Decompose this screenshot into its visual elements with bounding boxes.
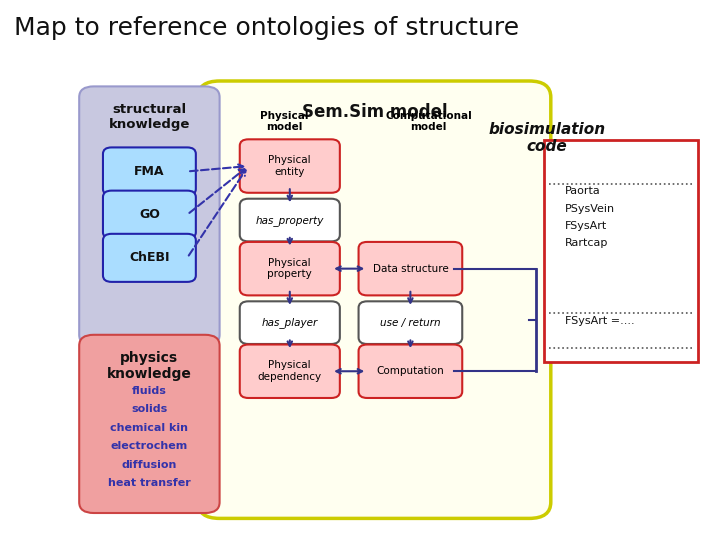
Text: GO: GO <box>139 208 160 221</box>
Text: PSysVein: PSysVein <box>565 204 616 214</box>
FancyBboxPatch shape <box>544 140 698 362</box>
Ellipse shape <box>158 208 184 246</box>
Ellipse shape <box>125 157 175 221</box>
FancyBboxPatch shape <box>103 234 196 282</box>
Text: has_property: has_property <box>256 214 324 226</box>
Text: use / return: use / return <box>380 318 441 328</box>
FancyBboxPatch shape <box>198 81 551 518</box>
Text: physics
knowledge: physics knowledge <box>107 351 192 381</box>
Text: Rartcap: Rartcap <box>565 238 608 248</box>
Text: ChEBI: ChEBI <box>129 251 170 265</box>
Text: solids: solids <box>131 404 168 415</box>
Text: Physical
model: Physical model <box>260 111 309 132</box>
Text: Computation: Computation <box>377 366 444 376</box>
Text: Map to reference ontologies of structure: Map to reference ontologies of structure <box>14 16 520 40</box>
Text: Data structure: Data structure <box>372 264 449 274</box>
Text: Physical
dependency: Physical dependency <box>258 361 322 382</box>
FancyBboxPatch shape <box>79 86 220 346</box>
Text: chemical kin: chemical kin <box>110 423 189 433</box>
Text: FMA: FMA <box>134 165 165 178</box>
Text: structural
knowledge: structural knowledge <box>109 103 190 131</box>
Text: fluids: fluids <box>132 386 167 396</box>
Text: FSysArt: FSysArt <box>565 221 608 231</box>
Text: FSysArt =....: FSysArt =.... <box>565 316 635 326</box>
FancyBboxPatch shape <box>79 335 220 513</box>
FancyBboxPatch shape <box>103 147 196 195</box>
FancyBboxPatch shape <box>240 301 340 344</box>
FancyBboxPatch shape <box>359 301 462 344</box>
FancyBboxPatch shape <box>240 199 340 241</box>
Text: Computational
model: Computational model <box>385 111 472 132</box>
Text: Sem.Sim model: Sem.Sim model <box>302 103 447 120</box>
Text: biosimulation
code: biosimulation code <box>489 122 606 154</box>
Text: Paorta: Paorta <box>565 186 601 197</box>
Text: has_player: has_player <box>261 317 318 328</box>
Ellipse shape <box>151 167 169 211</box>
Text: heat transfer: heat transfer <box>108 478 191 488</box>
FancyBboxPatch shape <box>240 345 340 398</box>
FancyBboxPatch shape <box>103 191 196 239</box>
Ellipse shape <box>128 189 157 232</box>
Ellipse shape <box>128 205 171 259</box>
Bar <box>101 151 198 286</box>
Text: diffusion: diffusion <box>122 460 177 470</box>
FancyBboxPatch shape <box>359 242 462 295</box>
FancyBboxPatch shape <box>240 139 340 193</box>
Text: Physical
entity: Physical entity <box>269 156 311 177</box>
FancyBboxPatch shape <box>359 345 462 398</box>
FancyBboxPatch shape <box>240 242 340 295</box>
Text: electrochem: electrochem <box>111 441 188 451</box>
Text: Physical
property: Physical property <box>267 258 312 280</box>
Ellipse shape <box>117 162 139 194</box>
